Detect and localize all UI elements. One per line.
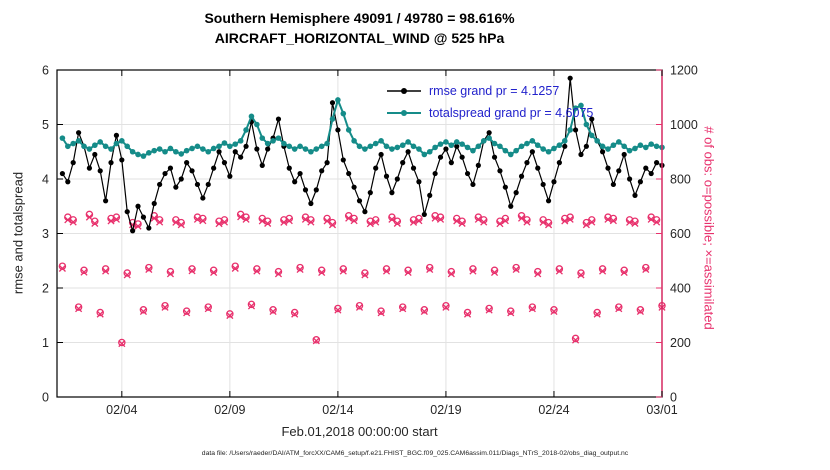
x-tick-label: 03/01 (646, 403, 677, 417)
right-tick-label: 600 (670, 227, 691, 241)
right-tick-label: 200 (670, 336, 691, 350)
right-tick-label: 400 (670, 282, 691, 296)
left-tick-label: 2 (42, 282, 49, 296)
x-tick-label: 02/04 (106, 403, 137, 417)
x-axis-label: Feb.01,2018 00:00:00 start (281, 424, 438, 439)
left-axis-label: rmse and totalspread (10, 171, 26, 295)
rmse-series (59, 75, 665, 234)
right-tick-label: 800 (670, 173, 691, 187)
rmse-legend-label: rmse grand pr = 4.1257 (429, 84, 560, 98)
totalspread-series (59, 96, 665, 159)
legend-item-totalspread[interactable]: totalspread grand pr = 4.6075 (385, 102, 593, 124)
x-tick-label: 02/14 (322, 403, 353, 417)
grid (57, 70, 662, 397)
left-tick-label: 6 (42, 64, 49, 78)
left-tick-label: 5 (42, 118, 49, 132)
legend-item-rmse[interactable]: rmse grand pr = 4.1257 (385, 80, 593, 102)
plot-title-line1: Southern Hemisphere 49091 / 49780 = 98.6… (204, 10, 515, 26)
data-file-caption: data file: /Users/raeder/DAI/ATM_forcXX/… (201, 450, 629, 457)
plot-title-line2: AIRCRAFT_HORIZONTAL_WIND @ 525 hPa (214, 30, 505, 46)
left-tick-label: 0 (42, 391, 49, 405)
legend: rmse grand pr = 4.1257 totalspread grand… (385, 80, 593, 124)
assimilated-obs-series (58, 213, 666, 348)
left-tick-label: 4 (42, 173, 49, 187)
right-tick-label: 1000 (670, 118, 698, 132)
right-axis-label: # of obs: o=possible; ×=assimilated (701, 126, 717, 330)
totalspread-line-sample-icon (387, 110, 421, 116)
x-tick-label: 02/24 (538, 403, 569, 417)
x-tick-label: 02/19 (430, 403, 461, 417)
left-tick-label: 3 (42, 227, 49, 241)
right-tick-label: 1200 (670, 64, 698, 78)
rmse-line-sample-icon (387, 88, 421, 94)
x-tick-label: 02/09 (214, 403, 245, 417)
left-tick-label: 1 (42, 336, 49, 350)
totalspread-legend-label: totalspread grand pr = 4.6075 (429, 106, 594, 120)
right-tick-label: 0 (670, 391, 677, 405)
axes: 02/04 02/09 02/14 02/19 02/24 03/010123456020… (42, 64, 698, 418)
